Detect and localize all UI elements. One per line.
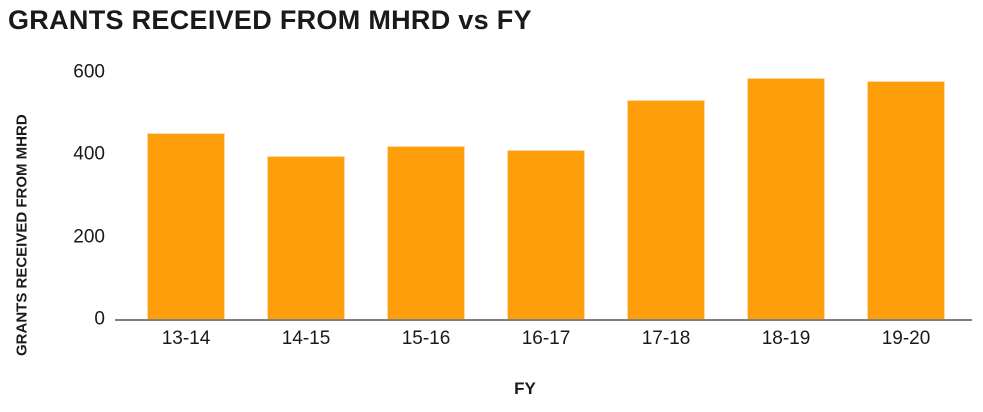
x-axis-title: FY [514,379,536,398]
x-tick-label-16-17: 16-17 [521,328,571,349]
bar-19-20 [867,80,945,319]
x-tick-label-18-19: 18-19 [761,328,811,349]
x-tick-label-13-14: 13-14 [161,328,211,349]
x-tick-label-14-15: 14-15 [281,328,331,349]
bar-15-16 [387,145,465,319]
bar-16-17 [507,149,585,319]
x-tick-label-15-16: 15-16 [401,328,451,349]
x-tick-label-19-20: 19-20 [881,328,931,349]
y-tick-label-0: 0 [94,308,105,330]
x-tick-label-17-18: 17-18 [641,328,691,349]
y-axis-ticks: 0 200 400 600 [0,60,105,329]
x-axis-ticks: 13-14 14-15 15-16 16-17 17-18 18-19 19-20 [115,328,983,350]
bar-17-18 [627,100,705,319]
y-tick-label-600: 600 [73,61,105,82]
bars-container [115,60,972,319]
bar-18-19 [747,77,825,319]
bar-14-15 [267,156,345,319]
bar-13-14 [147,133,225,319]
y-tick-label-200: 200 [73,226,105,247]
chart-title: GRANTS RECEIVED FROM MHRD vs FY [8,5,532,35]
plot-area [115,60,972,321]
y-tick-label-400: 400 [73,143,105,165]
